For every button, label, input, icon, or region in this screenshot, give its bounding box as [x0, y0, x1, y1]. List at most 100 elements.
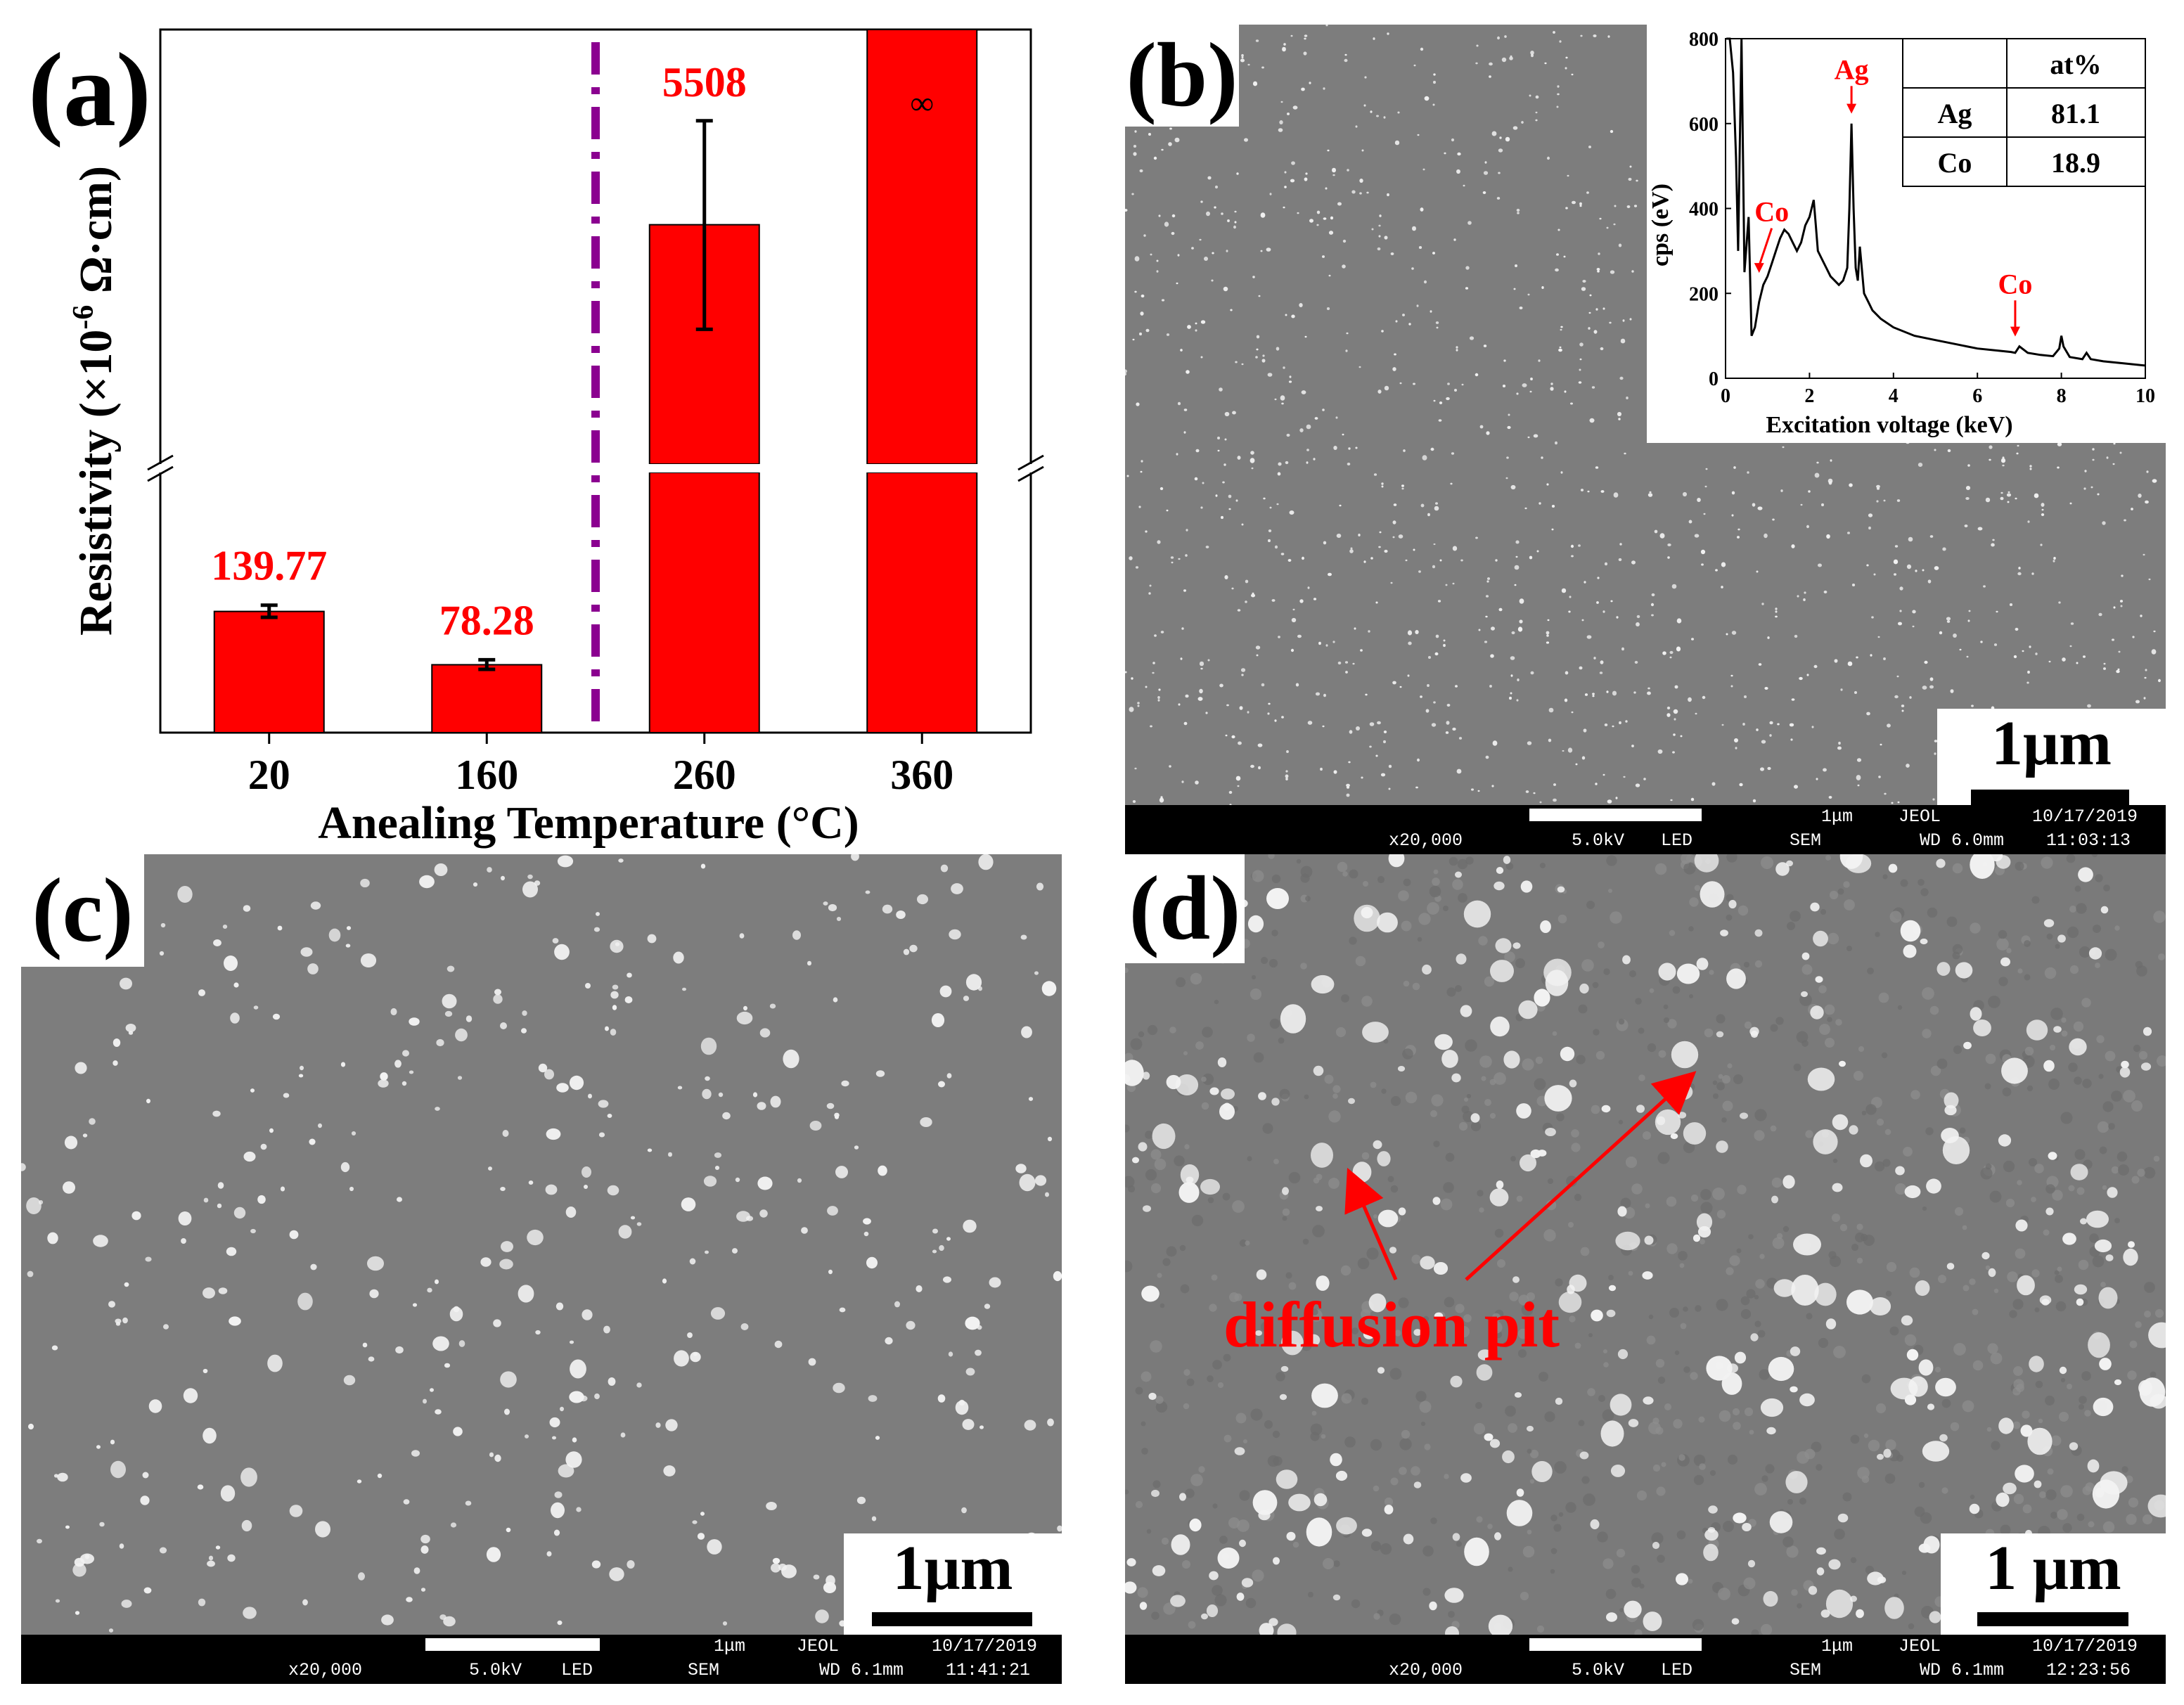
substrate-noise	[1592, 982, 1599, 989]
particle	[1609, 321, 1612, 324]
particle	[1200, 506, 1203, 509]
substrate-noise	[1491, 1313, 1501, 1323]
particle	[975, 1349, 982, 1356]
particle	[1201, 1613, 1208, 1620]
particle	[2095, 1487, 2105, 1498]
diffusion-pit-annotation: diffusion pit	[1223, 1071, 1697, 1360]
particle	[1202, 482, 1205, 484]
substrate-noise	[1328, 1178, 1340, 1189]
particle	[549, 1417, 560, 1428]
particle	[1200, 320, 1206, 324]
bar-260-lower	[648, 472, 760, 733]
panel-d-scale-text: 1 μm	[1985, 1533, 2121, 1603]
particle	[722, 1621, 728, 1626]
substrate-noise	[1432, 877, 1440, 886]
substrate-noise	[1726, 1267, 1734, 1275]
particle	[1306, 424, 1311, 430]
particle	[1297, 212, 1299, 214]
particle	[1977, 527, 1983, 531]
particle	[1702, 695, 1706, 700]
particle	[1700, 549, 1706, 555]
particle	[1471, 788, 1474, 791]
particle	[1476, 1364, 1493, 1381]
substrate-noise	[1571, 1129, 1579, 1138]
particle	[1670, 799, 1673, 802]
substrate-noise	[1422, 1545, 1434, 1557]
particle	[1306, 449, 1309, 451]
substrate-noise	[1754, 1130, 1765, 1141]
particle	[1199, 688, 1203, 694]
particle	[178, 1211, 192, 1225]
substrate-noise	[2142, 1514, 2153, 1525]
particle	[2016, 452, 2019, 455]
substrate-noise	[1952, 863, 1963, 874]
particle	[1288, 380, 1292, 383]
axis-break-slash-1-0	[1017, 454, 1044, 471]
substrate-noise	[1544, 1411, 1555, 1422]
particle	[677, 1086, 683, 1090]
particle	[1799, 676, 1803, 681]
particle	[690, 1351, 701, 1363]
particle	[1613, 492, 1619, 498]
particle	[1297, 634, 1302, 638]
substrate-noise	[1757, 1330, 1766, 1338]
substrate-noise	[1775, 1017, 1784, 1025]
substrate-noise	[1145, 1131, 1153, 1139]
particle	[1378, 546, 1381, 548]
particle	[2015, 627, 2019, 631]
particle	[1789, 723, 1794, 727]
particle	[506, 1527, 511, 1533]
particle	[1680, 735, 1683, 738]
particle	[557, 855, 574, 868]
substrate-noise	[1832, 1158, 1838, 1164]
particle	[1285, 778, 1288, 780]
particle	[1413, 1329, 1422, 1336]
particle	[1715, 569, 1718, 572]
substrate-noise	[1749, 1429, 1754, 1435]
particle	[605, 1026, 609, 1031]
particle	[1876, 484, 1880, 489]
substrate-noise	[2055, 944, 2060, 949]
substrate-noise	[1787, 1499, 1793, 1505]
substrate-noise	[1527, 1529, 1532, 1535]
particle	[1588, 327, 1591, 330]
substrate-noise	[1740, 1296, 1750, 1306]
particle	[420, 1534, 430, 1544]
substrate-noise	[1195, 1041, 1204, 1050]
substrate-noise	[1243, 1439, 1247, 1443]
particle	[1417, 134, 1420, 136]
substrate-noise	[1744, 1021, 1752, 1029]
substrate-noise	[1683, 862, 1696, 875]
particle	[1178, 703, 1181, 706]
particle	[1932, 798, 1935, 801]
particle	[500, 1187, 506, 1191]
particle	[1452, 582, 1455, 585]
substrate-noise	[1922, 1029, 1932, 1038]
particle	[1282, 1187, 1289, 1195]
substrate-noise	[1456, 1541, 1462, 1547]
substrate-noise	[1282, 1216, 1287, 1221]
particle	[739, 933, 745, 939]
substrate-noise	[1727, 1454, 1738, 1465]
substrate-noise	[1683, 1306, 1688, 1312]
panel-c-info-date: 10/17/2019	[932, 1636, 1038, 1656]
substrate-noise	[1689, 897, 1699, 907]
particle	[1491, 131, 1497, 136]
particle	[2057, 466, 2060, 469]
particle	[1228, 508, 1231, 510]
particle	[435, 1107, 440, 1111]
particle	[1247, 711, 1250, 714]
particle	[227, 1554, 236, 1562]
substrate-noise	[2131, 1100, 2143, 1112]
particle	[692, 1520, 698, 1524]
particle	[1047, 1418, 1054, 1427]
particle	[809, 1121, 822, 1131]
particle	[453, 1427, 463, 1436]
particle	[826, 1102, 835, 1109]
particle	[2078, 867, 2093, 882]
particle	[2143, 697, 2146, 700]
particle	[1432, 1197, 1441, 1205]
particle	[1761, 603, 1764, 605]
particle	[1939, 1434, 1948, 1442]
particle	[1628, 1419, 1639, 1427]
